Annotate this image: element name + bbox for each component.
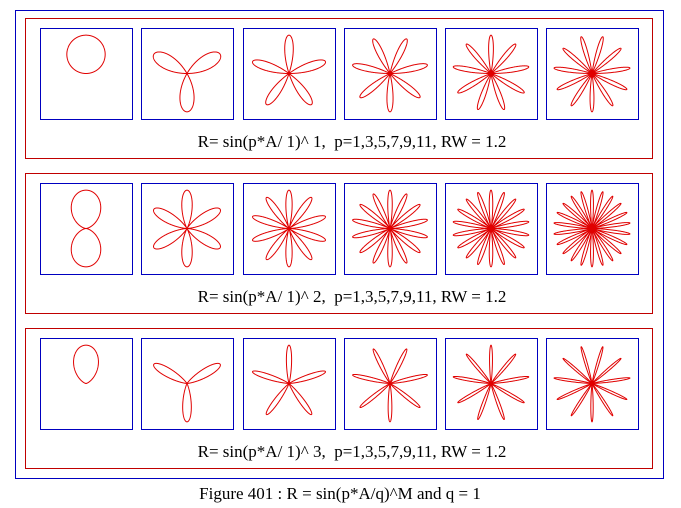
plot-box xyxy=(546,338,639,430)
plot-box xyxy=(40,183,133,275)
plot-box xyxy=(243,183,336,275)
rose-curve xyxy=(452,189,530,268)
rose-curve xyxy=(66,34,106,74)
rose-curve xyxy=(252,189,326,268)
plot-box xyxy=(243,28,336,120)
rose-curve xyxy=(153,189,221,268)
panel-caption: R= sin(p*A/ 1)^ 2, p=1,3,5,7,9,11, RW = … xyxy=(198,287,507,306)
rose-curve xyxy=(251,34,327,106)
plot-box xyxy=(141,338,234,430)
plot-box xyxy=(40,28,133,120)
rose-curve xyxy=(553,189,631,268)
rose-curve xyxy=(553,36,631,113)
rose-curve xyxy=(452,344,530,421)
plot-box xyxy=(141,183,234,275)
rose-curve xyxy=(352,348,428,423)
plot-box xyxy=(445,183,538,275)
plot-box xyxy=(546,28,639,120)
plot-box xyxy=(344,28,437,120)
plot-box xyxy=(344,183,437,275)
outer-frame xyxy=(15,10,664,479)
plot-box xyxy=(40,338,133,430)
figure-caption: Figure 401 : R = sin(p*A/q)^M and q = 1 xyxy=(199,484,481,503)
rose-curve xyxy=(352,189,428,268)
rose-curve xyxy=(152,51,222,113)
plot-box xyxy=(445,28,538,120)
rose-curve xyxy=(352,38,428,113)
panel-frame xyxy=(25,328,653,469)
rose-curve xyxy=(70,189,102,268)
rose-curve xyxy=(153,362,221,423)
panel-caption: R= sin(p*A/ 1)^ 3, p=1,3,5,7,9,11, RW = … xyxy=(198,442,507,461)
panel-caption: R= sin(p*A/ 1)^ 1, p=1,3,5,7,9,11, RW = … xyxy=(198,132,507,151)
rose-curve xyxy=(452,34,530,111)
rose-curve xyxy=(553,346,631,423)
rose-curve xyxy=(73,344,99,384)
rose-curve xyxy=(252,344,326,416)
plot-box xyxy=(141,28,234,120)
plot-box xyxy=(344,338,437,430)
plot-box xyxy=(243,338,336,430)
panel-frame xyxy=(25,18,653,159)
plot-box xyxy=(546,183,639,275)
plot-box xyxy=(445,338,538,430)
panel-frame xyxy=(25,173,653,314)
